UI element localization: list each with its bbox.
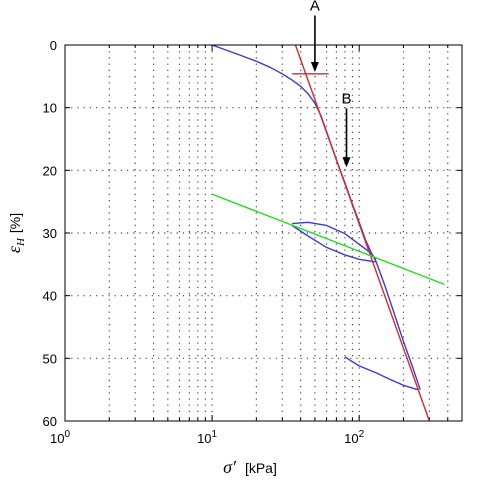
y-axis-subscript: H	[15, 237, 27, 247]
x-tick-base: 10	[197, 431, 211, 446]
series-group	[211, 45, 445, 421]
series-line-3	[291, 224, 377, 263]
x-axis-label: σ′ [kPa]	[223, 457, 277, 477]
x-tick-exponent: 0	[64, 429, 70, 440]
y-axis-symbol: ε	[4, 245, 24, 253]
x-tick-base: 10	[50, 431, 64, 446]
x-tick-label: 102	[344, 429, 364, 446]
y-axis-unit: [%]	[7, 213, 23, 233]
annotations: AB	[310, 0, 352, 168]
grid	[65, 45, 462, 421]
y-tick-label: 20	[43, 163, 57, 178]
series-line-6	[294, 45, 431, 421]
series-line-5	[344, 356, 418, 391]
y-tick-label: 0	[50, 38, 57, 53]
y-tick-label: 30	[43, 226, 57, 241]
annotation-arrowhead-b	[342, 157, 351, 168]
y-tick-label: 60	[43, 414, 57, 429]
y-tick-label: 50	[43, 351, 57, 366]
y-axis-label: εH [%]	[4, 213, 27, 253]
x-tick-base: 10	[344, 431, 358, 446]
annotation-label-a: A	[310, 0, 320, 15]
x-axis-symbol: σ′	[223, 457, 237, 477]
y-tick-label: 40	[43, 289, 57, 304]
series-line-2	[292, 221, 377, 260]
y-tick-label: 10	[43, 101, 57, 116]
plot-frame	[64, 44, 463, 422]
x-tick-label: 100	[50, 429, 70, 446]
annotation-label-b: B	[342, 90, 352, 107]
series-line-4	[375, 260, 421, 390]
x-tick-exponent: 2	[359, 429, 365, 440]
series-line-8	[211, 193, 445, 286]
annotation-arrowhead-a	[310, 61, 319, 72]
x-axis-unit: [kPa]	[245, 460, 277, 476]
x-tick-exponent: 1	[212, 429, 218, 440]
x-tick-label: 101	[197, 429, 217, 446]
